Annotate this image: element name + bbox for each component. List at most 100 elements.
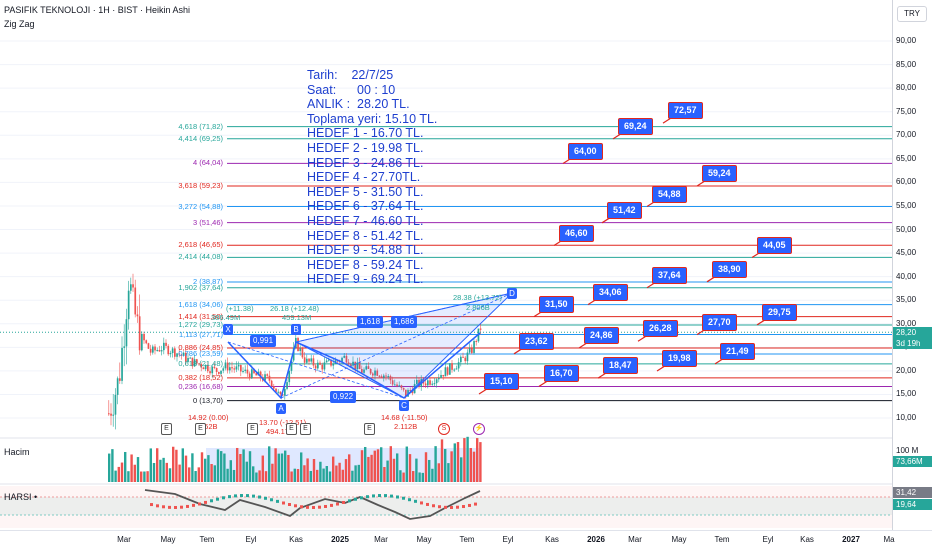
- volume-bar: [120, 462, 124, 482]
- harsi-candle: [252, 494, 255, 498]
- target-callout[interactable]: 69,24: [618, 117, 653, 135]
- chart-svg[interactable]: [0, 0, 932, 530]
- time-tick: May: [160, 535, 176, 544]
- volume-bar: [354, 465, 357, 482]
- candle-body: [108, 413, 110, 415]
- harsi-candle: [336, 502, 339, 506]
- time-axis[interactable]: [0, 530, 932, 551]
- zigzag-line: [227, 332, 481, 400]
- target-callout[interactable]: 34,06: [593, 283, 628, 301]
- volume-bar: [255, 472, 258, 482]
- price-tick: 70,00: [896, 130, 917, 140]
- indicator-name[interactable]: Zig Zag: [4, 19, 35, 29]
- volume-bar: [175, 449, 178, 482]
- candle-body: [352, 361, 354, 366]
- candle-body: [123, 346, 126, 348]
- time-tick: May: [671, 535, 687, 544]
- harsi-candle: [276, 499, 279, 503]
- currency-button[interactable]: TRY: [897, 6, 927, 22]
- candle-body: [158, 350, 161, 352]
- harsi-candle: [384, 494, 387, 498]
- target-callout[interactable]: 23,62: [519, 332, 554, 350]
- volume-bar: [197, 467, 200, 482]
- candle-body: [446, 367, 449, 375]
- earnings-event-icon: E: [247, 423, 258, 435]
- lightning-icon[interactable]: ⚡: [473, 423, 485, 435]
- candle-body: [431, 383, 434, 385]
- countdown-tag: 3d 19h: [893, 338, 932, 349]
- target-callout[interactable]: 37,64: [652, 266, 687, 284]
- volume-pane-title[interactable]: Hacim: [4, 447, 30, 457]
- candle-body: [442, 374, 445, 377]
- candle-body: [169, 353, 172, 355]
- note-line: HEDEF 4 - 27.70TL.: [307, 170, 421, 185]
- volume-bar: [229, 460, 232, 482]
- volume-bar: [191, 453, 194, 482]
- candle-body: [385, 375, 387, 377]
- volume-bar: [293, 468, 296, 482]
- candle-body: [270, 380, 273, 387]
- volume-bar: [268, 446, 271, 482]
- target-callout[interactable]: 72,57: [668, 102, 703, 120]
- harsi-candle: [402, 496, 405, 500]
- price-tick: 30,00: [896, 318, 917, 328]
- price-axis[interactable]: [892, 0, 932, 530]
- volume-bar: [322, 468, 325, 482]
- target-callout[interactable]: 21,49: [720, 342, 755, 360]
- fib-level-label: 1,113 (27,71): [178, 329, 223, 339]
- target-callout[interactable]: 15,10: [484, 372, 519, 390]
- candle-body: [198, 363, 200, 365]
- target-callout[interactable]: 29,75: [762, 303, 797, 321]
- target-callout[interactable]: 19,98: [662, 349, 697, 367]
- volume-bar: [399, 470, 402, 482]
- volume-bar: [392, 458, 396, 482]
- target-callout[interactable]: 24,86: [584, 326, 619, 344]
- target-callout[interactable]: 44,05: [757, 236, 792, 254]
- candle-body: [473, 341, 475, 353]
- target-callout[interactable]: 26,28: [643, 320, 678, 338]
- note-line: HEDEF 8 - 59.24 TL.: [307, 257, 424, 272]
- price-tick: 75,00: [896, 106, 917, 116]
- candle-body: [391, 380, 394, 385]
- target-callout[interactable]: 46,60: [559, 224, 594, 242]
- target-callout[interactable]: 64,00: [568, 142, 603, 160]
- symbol-title[interactable]: PASIFIK TEKNOLOJI · 1H · BIST · Heikin A…: [4, 5, 191, 15]
- harsi-candle: [300, 505, 303, 509]
- volume-bar: [316, 469, 319, 482]
- candle-body: [112, 414, 115, 416]
- main-plot[interactable]: [0, 0, 932, 530]
- candle-body: [125, 319, 128, 347]
- candle-body: [328, 359, 330, 361]
- pivot-label-b: 26.18 (+12.48): [270, 304, 319, 313]
- target-callout[interactable]: 54,88: [652, 185, 687, 203]
- candle-body: [323, 362, 326, 370]
- candle-body: [116, 378, 119, 395]
- harsi-candle: [354, 497, 357, 501]
- volume-bar: [360, 450, 364, 482]
- candle-body: [402, 387, 405, 390]
- volume-bar: [146, 471, 149, 482]
- candle-body: [244, 369, 247, 371]
- candle-body: [374, 370, 376, 376]
- time-tick: Mar: [117, 535, 131, 544]
- time-tick: Mar: [628, 535, 642, 544]
- candle-body: [317, 362, 319, 369]
- candle-body: [229, 367, 231, 371]
- candle-body: [354, 361, 357, 370]
- target-callout[interactable]: 18,47: [603, 357, 638, 375]
- target-callout[interactable]: 16,70: [544, 365, 579, 383]
- volume-bar: [172, 446, 175, 482]
- target-callout[interactable]: 51,42: [607, 201, 642, 219]
- candle-body: [286, 382, 288, 389]
- harsi-candle: [204, 500, 207, 504]
- target-callout[interactable]: 38,90: [712, 260, 747, 278]
- harsi-candle: [396, 495, 399, 499]
- target-callout[interactable]: 31,50: [539, 295, 574, 313]
- target-callout[interactable]: 59,24: [702, 164, 737, 182]
- volume-bar: [476, 438, 479, 482]
- harsi-pane-title[interactable]: HARSI •: [4, 492, 38, 502]
- candle-body: [222, 368, 225, 371]
- candle-body: [279, 391, 282, 395]
- target-callout[interactable]: 27,70: [702, 313, 737, 331]
- volume-bar: [226, 468, 229, 482]
